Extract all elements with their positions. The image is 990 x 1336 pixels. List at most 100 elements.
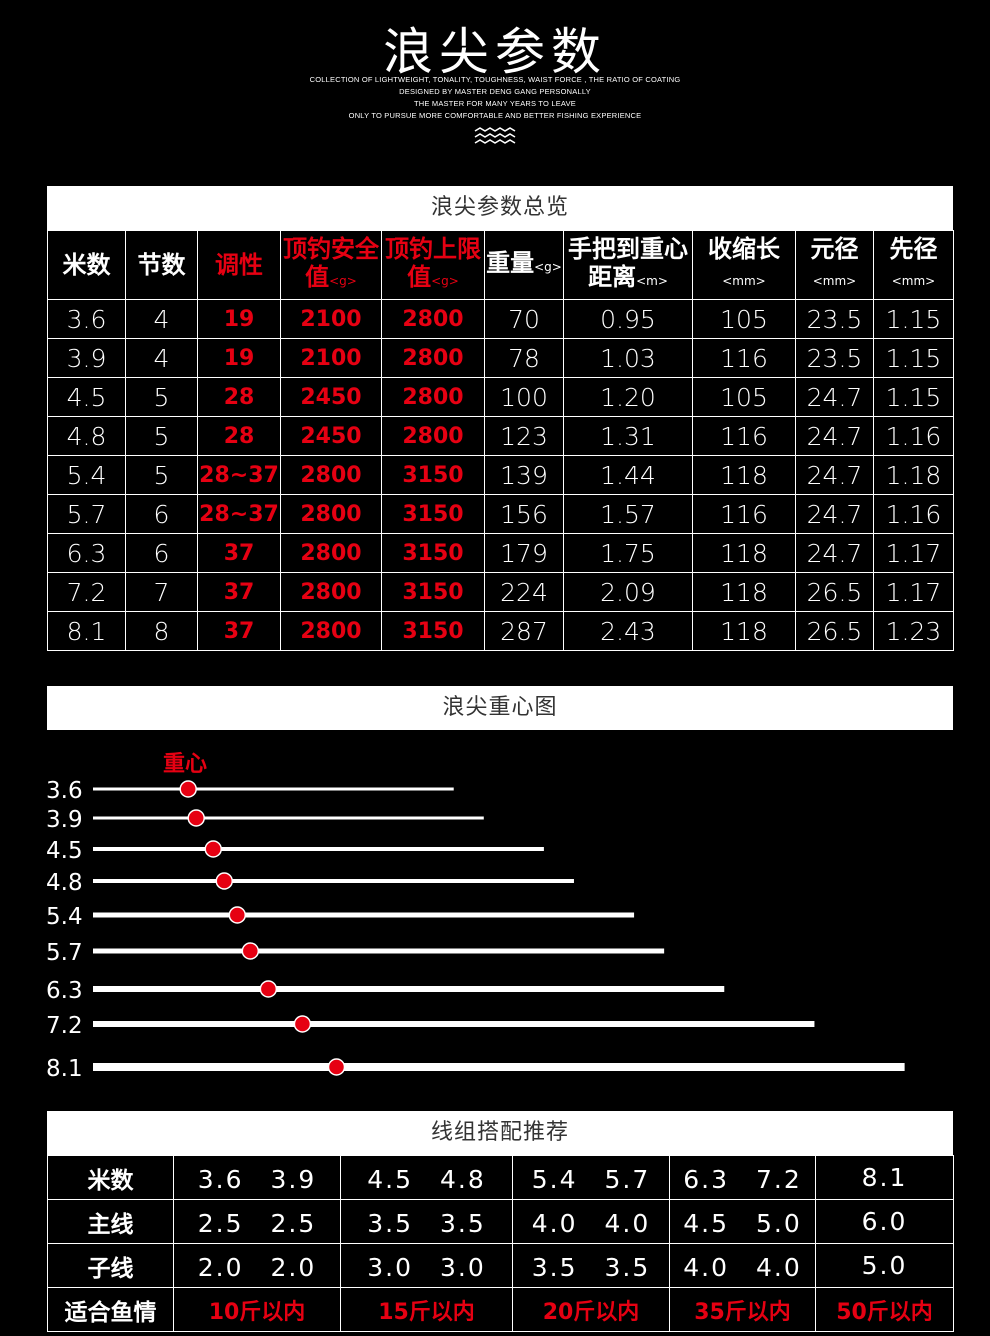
spec-cell: 2.09 [563, 572, 693, 612]
balance-point [179, 780, 197, 798]
spec-cell: 2.43 [563, 611, 693, 651]
spec-cell: 116 [692, 494, 796, 534]
spec-cell: 1.16 [873, 416, 954, 456]
spec-cell: 26.5 [795, 572, 874, 612]
spec-cell: 1.31 [563, 416, 693, 456]
rod-label: 5.4 [46, 904, 83, 930]
spec-cell: 23.5 [795, 338, 874, 378]
table-row: 6.3 6 37 2800 3150 179 1.75 118 24.7 1.17 [47, 533, 954, 573]
spec-header-unit: <mm> [891, 274, 936, 288]
rod-label: 6.3 [46, 978, 83, 1004]
spec-cell: 0.95 [563, 299, 693, 339]
spec-header-label: 重量 [486, 249, 535, 277]
spec-cell: 4.8 [47, 416, 126, 456]
spec-cell: 1.15 [873, 338, 954, 378]
spec-cell: 37 [197, 533, 281, 573]
balance-section-title: 浪尖重心图 [47, 686, 953, 730]
spec-cell: 116 [692, 416, 796, 456]
spec-header-label: 收缩长 [708, 235, 780, 263]
rod-label: 3.6 [46, 778, 83, 804]
spec-cell: 6.3 [47, 533, 126, 573]
rod-line [93, 787, 454, 791]
spec-cell: 26.5 [795, 611, 874, 651]
spec-cell: 6 [125, 494, 198, 534]
spec-cell: 224 [484, 572, 564, 612]
spec-cell: 37 [197, 611, 281, 651]
line-cell: 3.6 3.9 [173, 1155, 341, 1200]
line-cell: 2.5 2.5 [173, 1199, 341, 1244]
rod-label: 8.1 [46, 1056, 83, 1082]
spec-cell: 3150 [381, 572, 485, 612]
spec-cell: 5.7 [47, 494, 126, 534]
spec-cell: 1.20 [563, 377, 693, 417]
line-cell: 4.5 5.0 [669, 1199, 816, 1244]
spec-header-label: 米数 [62, 251, 111, 279]
spec-cell: 2800 [280, 533, 382, 573]
spec-cell: 4.5 [47, 377, 126, 417]
table-row: 适合鱼情 10斤以内 15斤以内 20斤以内 35斤以内 50斤以内 [47, 1287, 954, 1332]
line-cell: 5.0 [815, 1243, 954, 1288]
spec-cell: 4 [125, 338, 198, 378]
spec-cell: 24.7 [795, 377, 874, 417]
spec-header-label: 调性 [215, 251, 263, 279]
line-cell: 20斤以内 [512, 1287, 670, 1332]
spec-cell: 1.16 [873, 494, 954, 534]
line-cell: 3.0 3.0 [340, 1243, 513, 1288]
spec-cell: 105 [692, 377, 796, 417]
spec-cell: 123 [484, 416, 564, 456]
page-title: 浪尖参数 [383, 23, 607, 81]
spec-header-unit: <g> [329, 274, 357, 288]
spec-header-5: 重量<g> [484, 230, 564, 300]
spec-header-label: 顶钓安全值 [283, 235, 379, 291]
spec-cell: 2800 [280, 611, 382, 651]
spec-header-7: 收缩长 <mm> [692, 230, 796, 300]
spec-cell: 7.2 [47, 572, 126, 612]
header-line-4: ONLY TO PURSUE MORE COMFORTABLE AND BETT… [348, 111, 642, 120]
spec-cell: 2100 [280, 338, 382, 378]
line-row-label: 适合鱼情 [47, 1287, 174, 1332]
spec-header-label: 顶钓上限值 [385, 235, 481, 291]
table-row: 7.2 7 37 2800 3150 224 2.09 118 26.5 1.17 [47, 572, 954, 612]
balance-point [241, 942, 260, 960]
spec-cell: 6 [125, 533, 198, 573]
spec-cell: 2800 [381, 299, 485, 339]
wave-icon [474, 127, 516, 144]
line-cell: 10斤以内 [173, 1287, 341, 1332]
rod-line [93, 1063, 905, 1071]
balance-point [293, 1015, 312, 1033]
rod-label: 7.2 [46, 1013, 83, 1039]
table-row: 4.5 5 28 2450 2800 100 1.20 105 24.7 1.15 [47, 377, 954, 417]
spec-cell: 3150 [381, 611, 485, 651]
spec-cell: 37 [197, 572, 281, 612]
line-cell: 50斤以内 [815, 1287, 954, 1332]
table-row: 5.7 6 28~37 2800 3150 156 1.57 116 24.7 1.16 [47, 494, 954, 534]
spec-cell: 70 [484, 299, 564, 339]
line-cell: 2.0 2.0 [173, 1243, 341, 1288]
table-row: 3.6 4 19 2100 2800 70 0.95 105 23.5 1.15 [47, 299, 954, 339]
spec-cell: 1.44 [563, 455, 693, 495]
line-cell: 4.5 4.8 [340, 1155, 513, 1200]
spec-cell: 2800 [280, 572, 382, 612]
spec-cell: 78 [484, 338, 564, 378]
line-cell: 5.4 5.7 [512, 1155, 670, 1200]
spec-header-unit: <g> [534, 260, 562, 274]
table-row: 4.8 5 28 2450 2800 123 1.31 116 24.7 1.16 [47, 416, 954, 456]
line-cell: 4.0 4.0 [512, 1199, 670, 1244]
spec-header-label: 手把到重心距离 [568, 235, 688, 291]
spec-header-label: 元径 [810, 235, 859, 263]
spec-cell: 24.7 [795, 533, 874, 573]
spec-cell: 5.4 [47, 455, 126, 495]
spec-header-unit: <mm> [812, 274, 857, 288]
line-row-label: 米数 [47, 1155, 174, 1200]
spec-header-unit: <m> [636, 274, 668, 288]
table-row: 3.9 4 19 2100 2800 78 1.03 116 23.5 1.15 [47, 338, 954, 378]
spec-cell: 118 [692, 572, 796, 612]
spec-cell: 1.18 [873, 455, 954, 495]
spec-table: 米数 节数 调性 顶钓安全值<g> 顶钓上限值<g> 重量<g> 手把到重心距离<m> 收缩长… [47, 230, 954, 651]
line-cell: 8.1 [815, 1155, 954, 1200]
spec-header-9: 先径 <mm> [873, 230, 954, 300]
spec-cell: 1.17 [873, 572, 954, 612]
spec-cell: 4 [125, 299, 198, 339]
spec-header-label: 先径 [889, 235, 938, 263]
spec-header-label: 节数 [137, 251, 186, 279]
